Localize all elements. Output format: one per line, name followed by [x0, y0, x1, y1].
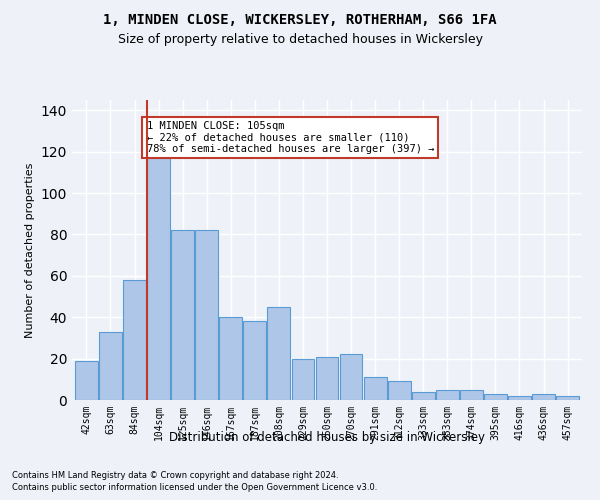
Bar — [532, 394, 555, 400]
Bar — [412, 392, 434, 400]
Bar — [195, 230, 218, 400]
Bar — [484, 394, 507, 400]
Bar — [556, 396, 579, 400]
Bar — [292, 358, 314, 400]
Bar — [340, 354, 362, 400]
Bar — [123, 280, 146, 400]
Text: Size of property relative to detached houses in Wickersley: Size of property relative to detached ho… — [118, 32, 482, 46]
Bar — [508, 396, 531, 400]
Bar — [316, 356, 338, 400]
Bar — [244, 322, 266, 400]
Bar — [220, 317, 242, 400]
Bar — [436, 390, 459, 400]
Text: 1 MINDEN CLOSE: 105sqm
← 22% of detached houses are smaller (110)
78% of semi-de: 1 MINDEN CLOSE: 105sqm ← 22% of detached… — [146, 120, 434, 154]
Bar — [364, 377, 386, 400]
Text: 1, MINDEN CLOSE, WICKERSLEY, ROTHERHAM, S66 1FA: 1, MINDEN CLOSE, WICKERSLEY, ROTHERHAM, … — [103, 12, 497, 26]
Bar — [268, 307, 290, 400]
Bar — [99, 332, 122, 400]
Bar — [147, 154, 170, 400]
Bar — [75, 360, 98, 400]
Y-axis label: Number of detached properties: Number of detached properties — [25, 162, 35, 338]
Text: Distribution of detached houses by size in Wickersley: Distribution of detached houses by size … — [169, 431, 485, 444]
Bar — [388, 382, 410, 400]
Text: Contains public sector information licensed under the Open Government Licence v3: Contains public sector information licen… — [12, 484, 377, 492]
Bar — [460, 390, 483, 400]
Bar — [171, 230, 194, 400]
Text: Contains HM Land Registry data © Crown copyright and database right 2024.: Contains HM Land Registry data © Crown c… — [12, 471, 338, 480]
